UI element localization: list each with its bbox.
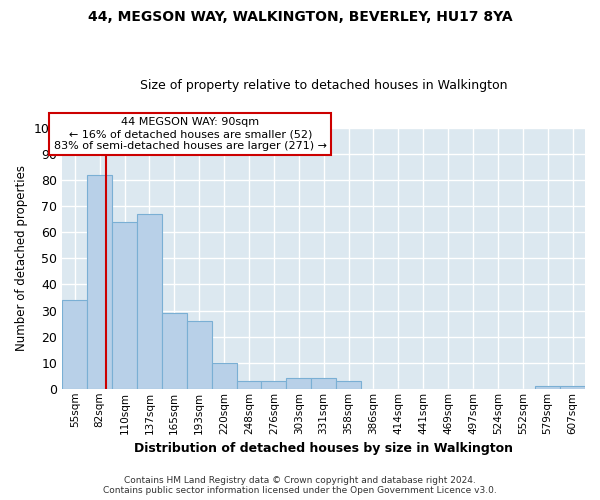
Bar	[87, 175, 112, 389]
Bar	[112, 222, 137, 389]
Bar	[535, 386, 560, 389]
Y-axis label: Number of detached properties: Number of detached properties	[15, 166, 28, 352]
Text: 44, MEGSON WAY, WALKINGTON, BEVERLEY, HU17 8YA: 44, MEGSON WAY, WALKINGTON, BEVERLEY, HU…	[88, 10, 512, 24]
Bar	[212, 362, 236, 389]
Bar	[286, 378, 311, 389]
Bar	[236, 381, 262, 389]
Bar	[137, 214, 162, 389]
X-axis label: Distribution of detached houses by size in Walkington: Distribution of detached houses by size …	[134, 442, 513, 455]
Bar	[262, 381, 286, 389]
Bar	[560, 386, 585, 389]
Bar	[187, 321, 212, 389]
Bar	[162, 313, 187, 389]
Text: Contains HM Land Registry data © Crown copyright and database right 2024.
Contai: Contains HM Land Registry data © Crown c…	[103, 476, 497, 495]
Title: Size of property relative to detached houses in Walkington: Size of property relative to detached ho…	[140, 79, 508, 92]
Bar	[311, 378, 336, 389]
Text: 44 MEGSON WAY: 90sqm
← 16% of detached houses are smaller (52)
83% of semi-detac: 44 MEGSON WAY: 90sqm ← 16% of detached h…	[54, 118, 327, 150]
Bar	[336, 381, 361, 389]
Bar	[62, 300, 87, 389]
